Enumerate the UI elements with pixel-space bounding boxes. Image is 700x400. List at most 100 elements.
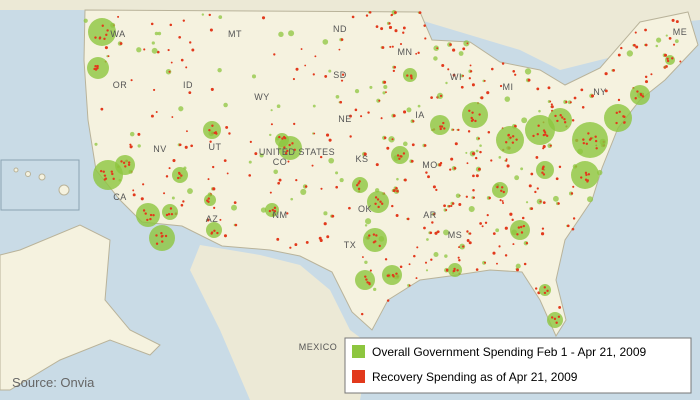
spending-dot: [402, 141, 408, 147]
recovery-dot: [104, 46, 108, 50]
recovery-dot: [142, 209, 146, 212]
recovery-dot: [664, 53, 668, 57]
recovery-dot: [430, 258, 433, 261]
spending-bubble: [172, 167, 188, 183]
recovery-dot: [411, 143, 415, 147]
recovery-dot: [111, 172, 114, 176]
recovery-dot: [392, 114, 396, 118]
recovery-dot: [472, 189, 475, 192]
spending-bubble: [363, 228, 387, 252]
hawaii: [13, 167, 70, 196]
recovery-dot: [439, 125, 442, 128]
recovery-dot: [191, 48, 195, 52]
recovery-dot: [505, 158, 508, 161]
recovery-dot: [132, 193, 136, 197]
recovery-dot: [155, 110, 158, 113]
spending-dot: [463, 40, 470, 47]
recovery-dot: [312, 73, 315, 76]
recovery-dot: [554, 114, 557, 118]
recovery-dot: [516, 233, 519, 236]
recovery-dot: [269, 191, 272, 194]
spending-dot: [328, 157, 335, 164]
recovery-dot: [209, 140, 212, 143]
state-label: NE: [338, 114, 352, 124]
recovery-dot: [375, 234, 378, 237]
recovery-dot: [522, 224, 526, 228]
recovery-dot: [519, 225, 523, 229]
recovery-dot: [406, 217, 410, 221]
recovery-dot: [536, 187, 539, 190]
recovery-dot: [122, 161, 126, 165]
spending-dot: [365, 218, 372, 225]
recovery-dot: [468, 232, 472, 235]
spending-dot: [626, 50, 634, 57]
recovery-dot: [650, 73, 653, 76]
recovery-dot: [278, 178, 282, 182]
recovery-dot: [295, 67, 299, 71]
recovery-dot: [542, 201, 546, 205]
recovery-dot: [372, 233, 376, 236]
spending-bubble: [492, 182, 508, 198]
spending-dot: [524, 68, 532, 75]
spending-bubble: [525, 115, 555, 145]
recovery-dot: [406, 74, 409, 77]
recovery-dot: [453, 267, 456, 271]
recovery-dot: [666, 59, 670, 63]
recovery-dot: [340, 38, 344, 41]
recovery-dot: [110, 170, 113, 173]
recovery-dot: [208, 128, 211, 132]
recovery-dot: [104, 177, 108, 180]
recovery-dot: [360, 115, 363, 118]
recovery-dot: [565, 100, 568, 104]
recovery-dot: [615, 111, 618, 115]
recovery-dot: [547, 86, 551, 90]
recovery-dot: [423, 24, 426, 27]
recovery-dot: [492, 232, 496, 236]
state-label: OK: [358, 204, 372, 214]
recovery-dot: [213, 229, 216, 232]
spending-dot: [475, 149, 479, 153]
recovery-dot: [396, 154, 400, 157]
recovery-dot: [209, 28, 213, 32]
recovery-dot: [534, 190, 537, 194]
recovery-dot: [460, 85, 464, 89]
recovery-dot: [153, 88, 156, 91]
recovery-dot: [403, 110, 407, 114]
recovery-dot: [394, 29, 398, 33]
recovery-dot: [475, 268, 479, 271]
spending-dot: [458, 51, 464, 56]
recovery-dot: [351, 15, 355, 19]
recovery-dot: [595, 147, 598, 150]
recovery-dot: [357, 187, 361, 191]
spending-dot: [369, 85, 373, 89]
recovery-dot: [402, 26, 406, 30]
recovery-dot: [523, 262, 527, 266]
spending-dot: [468, 205, 475, 213]
legend: Overall Government Spending Feb 1 - Apr …: [344, 337, 692, 394]
recovery-dot: [644, 28, 647, 32]
recovery-dot: [471, 83, 475, 87]
recovery-dot: [248, 174, 252, 177]
recovery-dot: [176, 176, 180, 180]
recovery-dot: [504, 254, 508, 257]
recovery-dot: [335, 185, 338, 189]
recovery-dot: [106, 29, 109, 32]
recovery-dot: [386, 146, 390, 150]
state-label: MS: [448, 230, 463, 240]
recovery-dot: [225, 125, 229, 129]
recovery-dot: [207, 200, 210, 204]
recovery-dot: [130, 79, 133, 82]
recovery-dot: [188, 91, 192, 95]
recovery-dot: [349, 114, 352, 118]
recovery-dot: [156, 50, 160, 54]
recovery-dot: [358, 180, 361, 183]
recovery-dot: [180, 174, 183, 177]
recovery-dot: [102, 170, 105, 173]
spending-dot: [223, 102, 228, 108]
recovery-dot: [293, 148, 296, 152]
recovery-dot: [474, 119, 477, 123]
recovery-dot: [149, 217, 152, 221]
recovery-dot: [505, 141, 508, 144]
spending-bubble: [275, 133, 289, 147]
recovery-dot: [468, 109, 471, 112]
